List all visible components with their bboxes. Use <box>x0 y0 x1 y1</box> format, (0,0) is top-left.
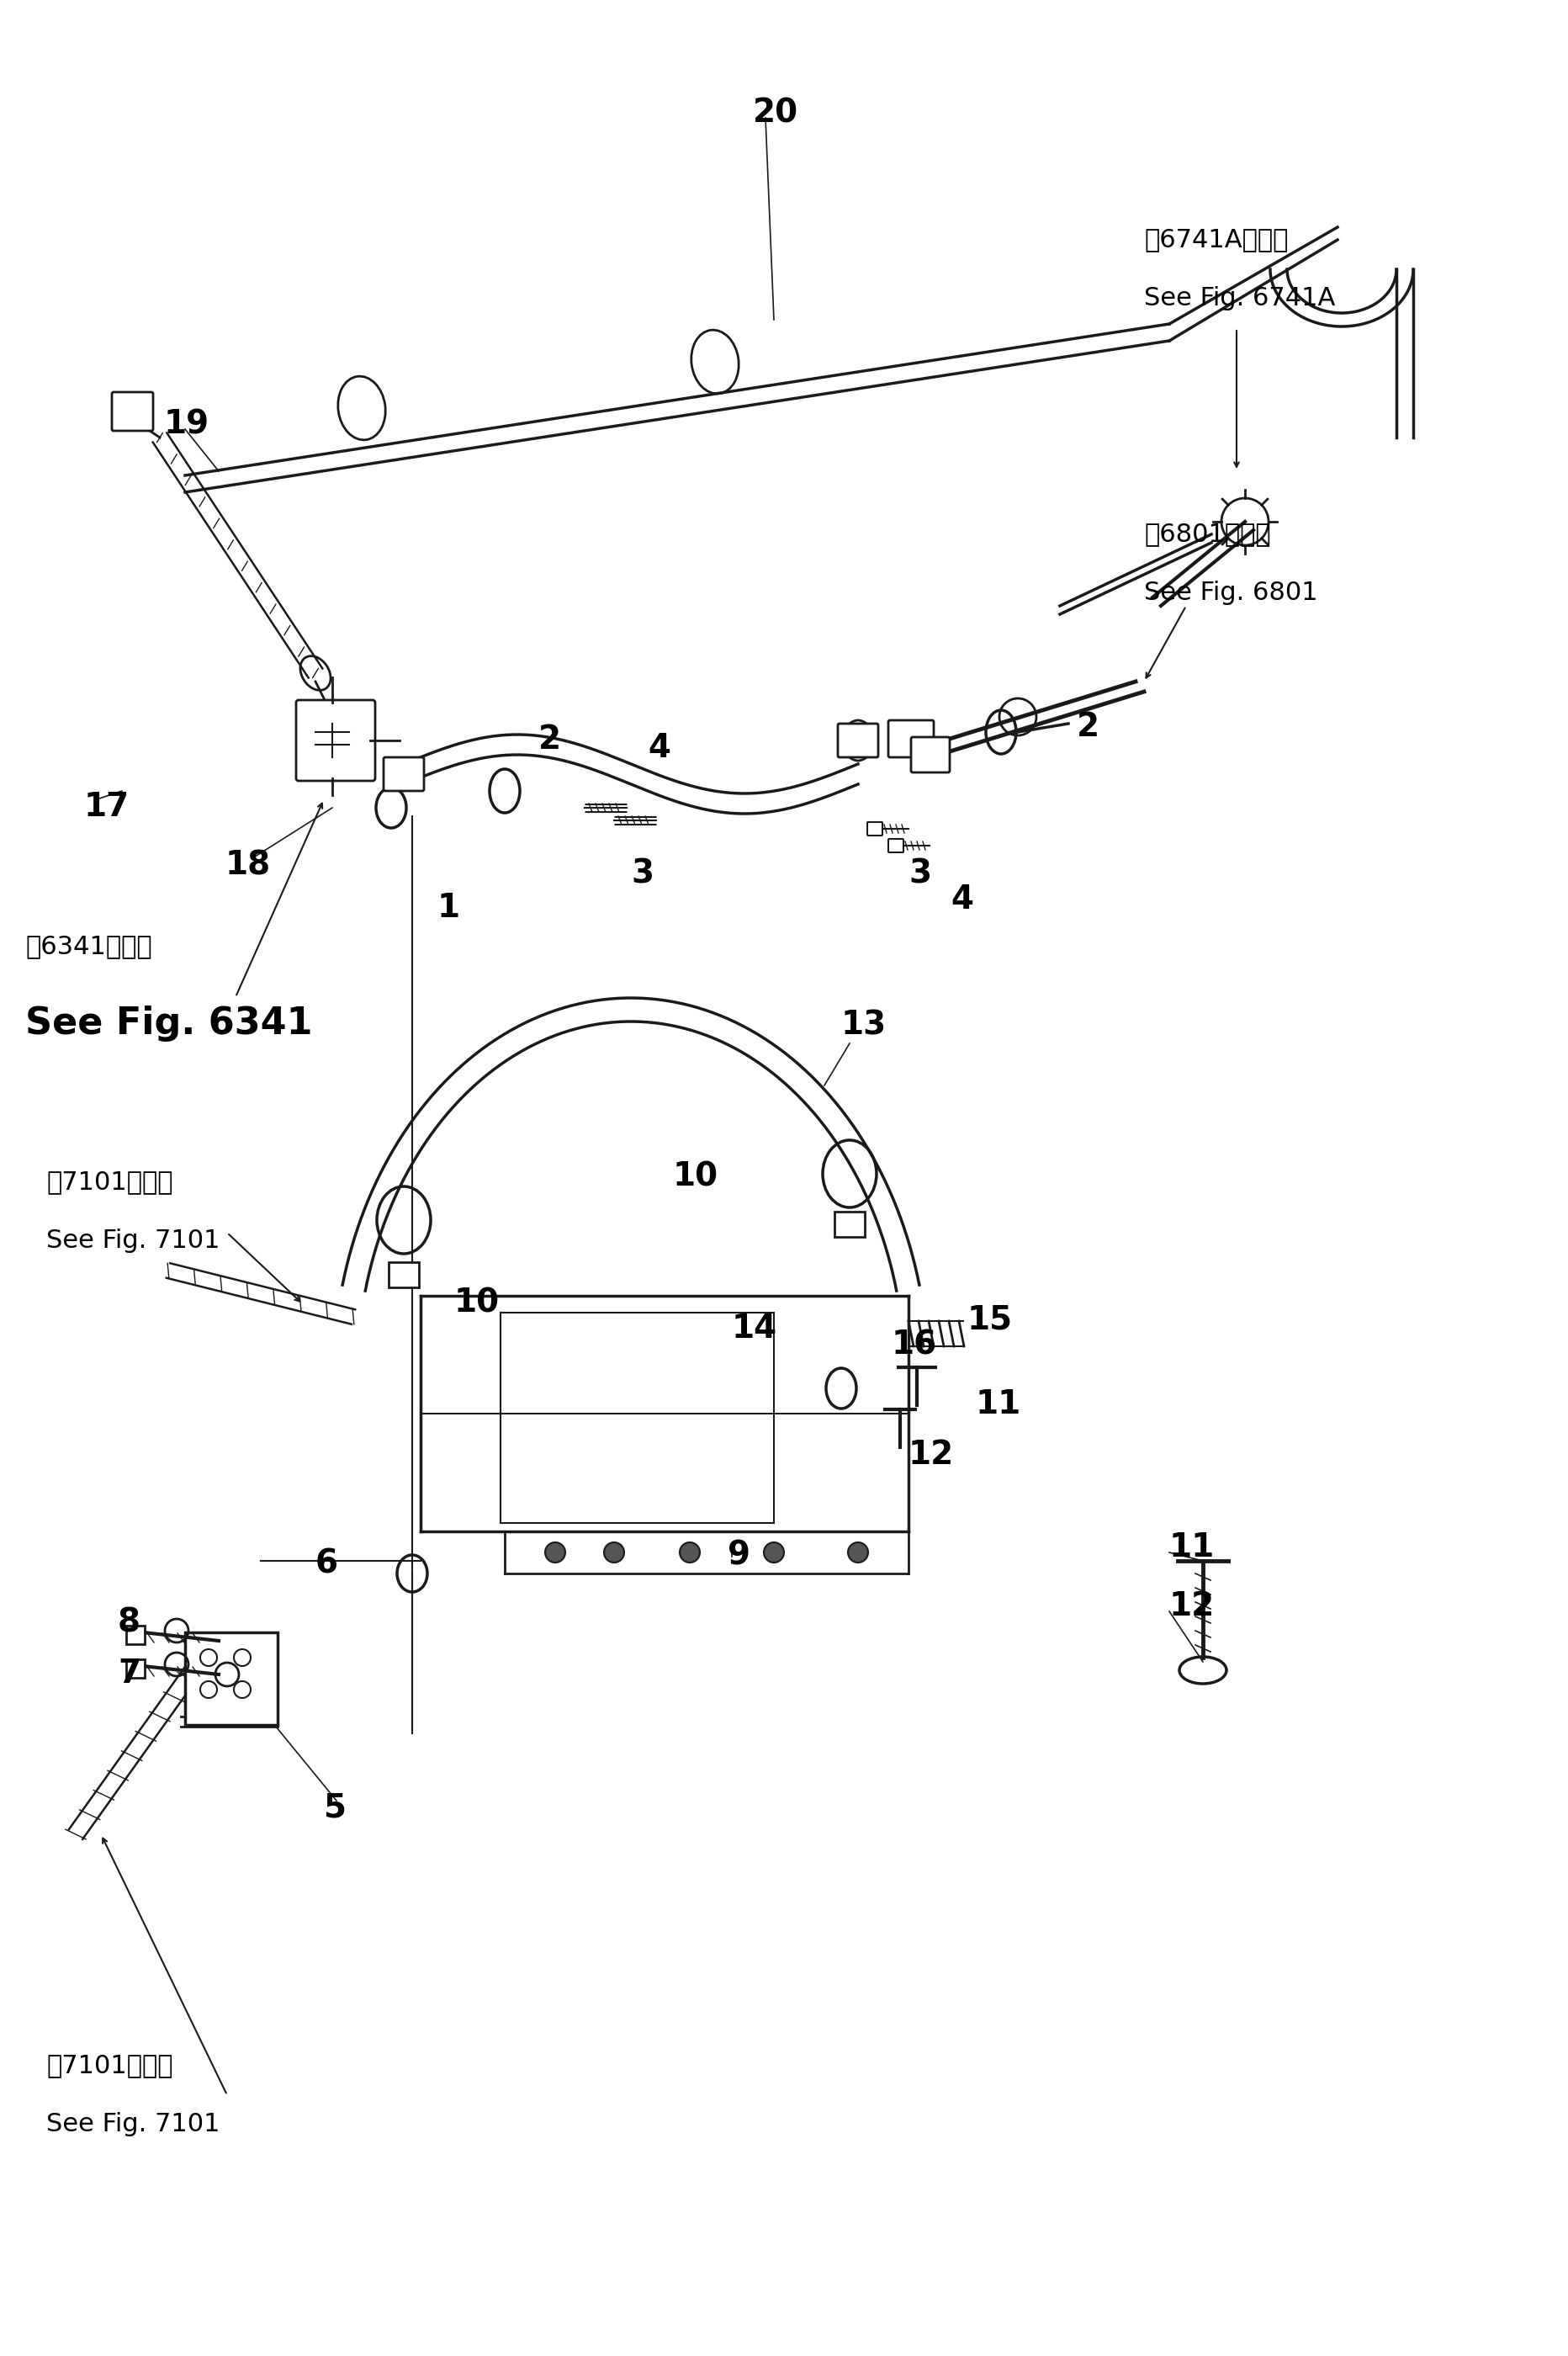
Text: 13: 13 <box>840 1011 886 1041</box>
Text: 第7101図参照: 第7101図参照 <box>45 2052 172 2078</box>
Circle shape <box>764 1543 784 1562</box>
Text: See Fig. 7101: See Fig. 7101 <box>45 1227 220 1253</box>
Text: 4: 4 <box>950 884 972 916</box>
Text: 19: 19 <box>165 408 210 441</box>
Text: 7: 7 <box>118 1659 141 1689</box>
Circle shape <box>679 1543 699 1562</box>
Text: 5: 5 <box>323 1793 347 1824</box>
Circle shape <box>604 1543 624 1562</box>
FancyBboxPatch shape <box>887 721 933 756</box>
Text: 3: 3 <box>630 858 654 891</box>
FancyBboxPatch shape <box>887 839 903 853</box>
Text: 第6741A図参照: 第6741A図参照 <box>1143 226 1287 252</box>
Text: 10: 10 <box>455 1286 500 1319</box>
Text: 20: 20 <box>753 97 798 130</box>
Text: See Fig. 6741A: See Fig. 6741A <box>1143 285 1334 311</box>
Text: 3: 3 <box>908 858 931 891</box>
FancyBboxPatch shape <box>185 1633 278 1725</box>
Text: 6: 6 <box>315 1548 339 1581</box>
Text: 第6341図参照: 第6341図参照 <box>25 933 152 959</box>
FancyBboxPatch shape <box>125 1659 144 1677</box>
FancyBboxPatch shape <box>837 723 878 756</box>
Text: 16: 16 <box>891 1329 936 1362</box>
Text: 第6801図参照: 第6801図参照 <box>1143 521 1270 547</box>
Text: 10: 10 <box>673 1162 718 1192</box>
FancyBboxPatch shape <box>296 700 375 780</box>
Text: See Fig. 6341: See Fig. 6341 <box>25 1006 312 1041</box>
Text: 2: 2 <box>1076 712 1099 742</box>
Text: 2: 2 <box>538 723 561 756</box>
Text: See Fig. 7101: See Fig. 7101 <box>45 2111 220 2137</box>
Circle shape <box>544 1543 564 1562</box>
FancyBboxPatch shape <box>384 756 423 792</box>
Text: 11: 11 <box>975 1388 1021 1421</box>
FancyBboxPatch shape <box>867 822 881 836</box>
Text: 18: 18 <box>226 851 271 881</box>
Text: 12: 12 <box>1168 1590 1214 1623</box>
Text: See Fig. 6801: See Fig. 6801 <box>1143 580 1317 605</box>
FancyBboxPatch shape <box>125 1626 144 1644</box>
Text: 第7101図参照: 第7101図参照 <box>45 1169 172 1194</box>
Text: 12: 12 <box>908 1440 953 1470</box>
FancyBboxPatch shape <box>911 737 949 773</box>
Circle shape <box>847 1543 867 1562</box>
Text: 17: 17 <box>85 792 130 822</box>
Text: 15: 15 <box>967 1305 1013 1336</box>
FancyBboxPatch shape <box>834 1211 864 1237</box>
Text: 4: 4 <box>648 733 670 763</box>
Text: 11: 11 <box>1168 1531 1214 1564</box>
FancyBboxPatch shape <box>111 391 154 431</box>
FancyBboxPatch shape <box>389 1263 419 1286</box>
Text: 1: 1 <box>437 893 459 924</box>
Text: 9: 9 <box>728 1541 750 1571</box>
Text: 14: 14 <box>731 1312 778 1345</box>
Text: 8: 8 <box>118 1607 141 1640</box>
